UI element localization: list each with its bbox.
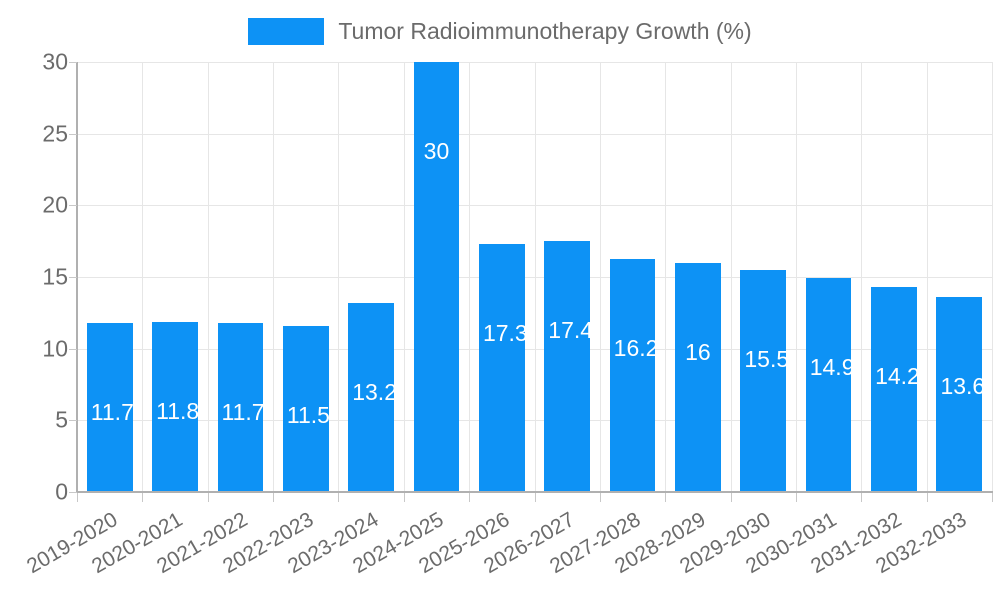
bar-value-label: 11.76: [90, 401, 133, 425]
legend-label: Tumor Radioimmunotherapy Growth (%): [338, 17, 752, 44]
bar[interactable]: 13.64: [936, 296, 983, 492]
gridline-vertical: [731, 62, 732, 492]
bar-value-label: 11.76: [221, 401, 264, 425]
bar[interactable]: 14.29: [871, 287, 917, 492]
x-axis-tick-mark: [142, 493, 143, 502]
bar[interactable]: 11.84: [152, 322, 198, 492]
y-axis-tick-mark: [69, 492, 77, 493]
bar-value-label: 17.31: [482, 321, 525, 345]
bar[interactable]: 16.28: [609, 258, 656, 492]
legend-color-swatch: [248, 17, 325, 45]
bar-value-label: 13.21: [352, 380, 394, 404]
y-axis-tick-label: 20: [42, 191, 68, 218]
x-axis-tick-mark: [927, 493, 928, 502]
x-axis-tick-mark: [77, 493, 78, 502]
x-axis-tick-mark: [338, 493, 339, 502]
y-axis-tick-label: 25: [42, 120, 68, 147]
gridline-vertical: [600, 62, 601, 492]
bar[interactable]: 17.31: [478, 243, 525, 492]
bar[interactable]: 13.21: [348, 302, 394, 492]
y-axis-tick-mark: [69, 205, 77, 207]
y-axis-tick-label: 0: [55, 478, 68, 505]
gridline-horizontal: [77, 348, 992, 350]
y-axis-tick-mark: [69, 348, 77, 350]
x-axis-tick-mark: [731, 493, 732, 502]
gridline-vertical: [927, 62, 928, 492]
x-axis-tick-mark: [469, 493, 470, 502]
bar-value-label: 14.93: [809, 356, 852, 380]
y-axis-tick-labels: 0 5 10 15 20 25 30: [0, 0, 68, 600]
bar[interactable]: 16: [675, 262, 721, 492]
bar[interactable]: 11.58: [282, 326, 329, 492]
gridline-vertical: [338, 62, 339, 492]
gridline-vertical: [861, 62, 862, 492]
chart-legend: Tumor Radioimmunotherapy Growth (%): [0, 14, 1000, 48]
gridline-horizontal: [77, 62, 992, 63]
gridline-horizontal: [77, 205, 992, 207]
gridline-vertical: [273, 62, 274, 492]
y-axis-tick-label: 15: [42, 263, 68, 290]
bar[interactable]: 14.93: [805, 278, 852, 492]
x-axis-tick-mark: [600, 493, 601, 502]
bar[interactable]: 11.76: [217, 323, 264, 492]
y-axis-tick-mark: [69, 62, 77, 63]
y-axis-tick-mark: [69, 277, 77, 278]
gridline-vertical: [796, 62, 797, 492]
gridline-vertical: [142, 62, 143, 492]
bar[interactable]: 15.52: [740, 269, 787, 492]
x-axis-tick-mark: [665, 493, 666, 502]
y-axis-tick-label: 10: [42, 335, 68, 362]
x-axis-tick-mark: [404, 493, 405, 502]
x-axis-tick-mark: [861, 493, 862, 502]
x-axis-tick-mark: [796, 493, 797, 502]
bar-value-label: 15.52: [744, 347, 787, 371]
y-axis-tick-label: 30: [42, 48, 68, 75]
x-axis-tick-mark: [273, 493, 274, 502]
gridline-vertical: [208, 62, 209, 492]
bar-value-label: 11.58: [286, 404, 329, 428]
x-axis-tick-mark: [535, 493, 536, 502]
y-axis-tick-mark: [69, 420, 77, 422]
plot-area: 11.76 11.84 11.76 11.58 13.21 30 17.31 17.49 16.…: [77, 62, 993, 493]
y-axis-line: [76, 62, 78, 493]
bar-value-label: 17.49: [548, 319, 591, 343]
x-axis-line: [76, 491, 993, 493]
gridline-vertical: [992, 62, 993, 492]
y-axis-tick-label: 5: [55, 406, 68, 433]
gridline-vertical: [404, 62, 405, 492]
gridline-horizontal: [77, 420, 992, 422]
gridline-vertical: [469, 62, 470, 492]
bar-value-label: 11.84: [156, 400, 198, 424]
y-axis-tick-mark: [69, 133, 77, 135]
gridline-horizontal: [77, 133, 992, 135]
bar-value-label: 16: [685, 340, 711, 364]
bar-value-label: 14.29: [875, 365, 917, 389]
gridline-vertical: [535, 62, 536, 492]
bar-value-label: 30: [423, 140, 450, 163]
x-axis-tick-mark: [992, 493, 993, 502]
x-axis-tick-mark: [208, 493, 209, 502]
bar[interactable]: 11.76: [86, 323, 133, 492]
bar[interactable]: 30: [413, 62, 460, 492]
bar[interactable]: 17.49: [544, 241, 591, 492]
bar-value-label: 13.64: [940, 374, 983, 398]
gridline-vertical: [665, 62, 666, 492]
gridline-horizontal: [77, 277, 992, 278]
bar-value-label: 16.28: [613, 336, 656, 360]
